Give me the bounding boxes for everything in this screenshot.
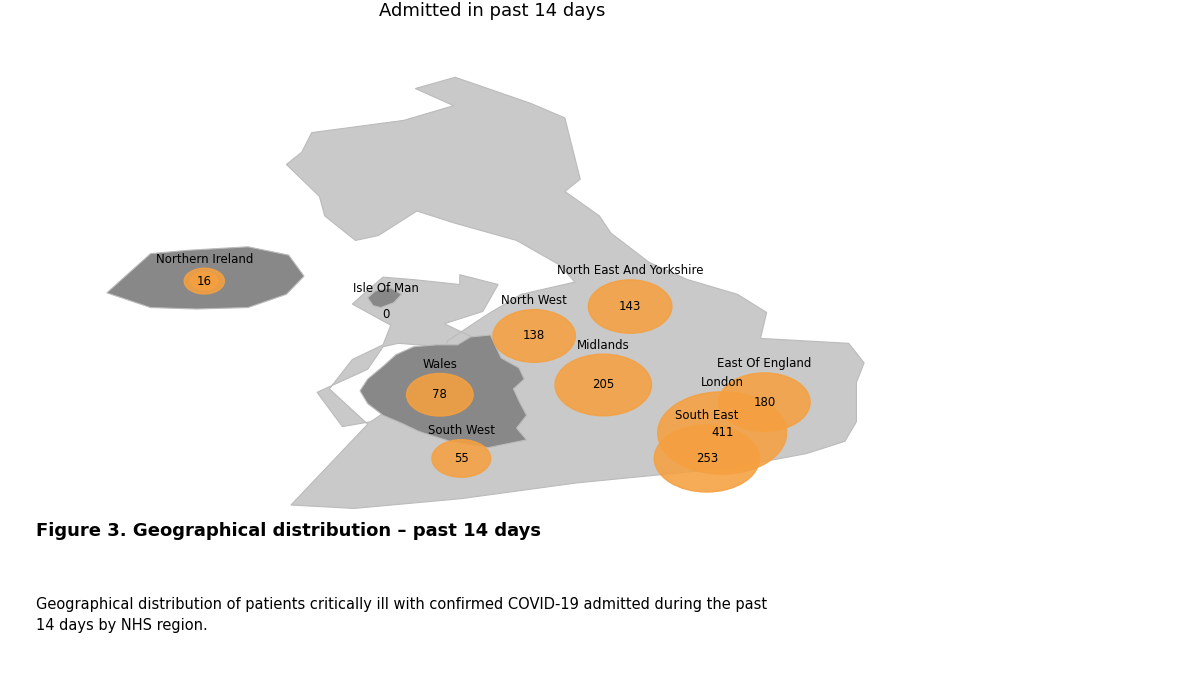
Text: Midlands: Midlands [577, 339, 630, 352]
Text: 0: 0 [383, 308, 390, 321]
Text: South West: South West [428, 424, 494, 437]
Text: Figure 3. Geographical distribution – past 14 days: Figure 3. Geographical distribution – pa… [36, 522, 540, 539]
Circle shape [719, 373, 810, 431]
Circle shape [191, 272, 218, 290]
Circle shape [588, 280, 672, 333]
Circle shape [407, 374, 473, 416]
Text: East Of England: East Of England [718, 357, 811, 370]
Text: South East: South East [676, 409, 738, 422]
Circle shape [654, 425, 760, 492]
Text: North West: North West [502, 294, 568, 307]
Text: 143: 143 [619, 300, 641, 313]
Text: 180: 180 [754, 396, 775, 409]
Polygon shape [367, 288, 402, 308]
Circle shape [556, 354, 652, 416]
Text: North East And Yorkshire: North East And Yorkshire [557, 265, 703, 278]
Polygon shape [360, 335, 527, 447]
Polygon shape [107, 247, 304, 309]
Circle shape [658, 392, 787, 474]
Text: 205: 205 [592, 379, 614, 391]
Circle shape [432, 440, 491, 477]
Text: Isle Of Man: Isle Of Man [353, 282, 419, 295]
Text: London: London [701, 376, 744, 389]
Text: 411: 411 [710, 426, 733, 439]
Text: 16: 16 [197, 275, 211, 288]
Circle shape [184, 268, 224, 294]
Title: Admitted in past 14 days: Admitted in past 14 days [379, 2, 605, 20]
Text: 253: 253 [696, 452, 718, 465]
Text: 78: 78 [432, 388, 448, 401]
Circle shape [493, 310, 576, 362]
Polygon shape [287, 77, 864, 509]
Text: 138: 138 [523, 329, 545, 342]
Text: Geographical distribution of patients critically ill with confirmed COVID-19 adm: Geographical distribution of patients cr… [36, 597, 767, 634]
Text: Wales: Wales [422, 358, 457, 371]
Text: 55: 55 [454, 452, 469, 465]
Text: Northern Ireland: Northern Ireland [156, 253, 253, 266]
